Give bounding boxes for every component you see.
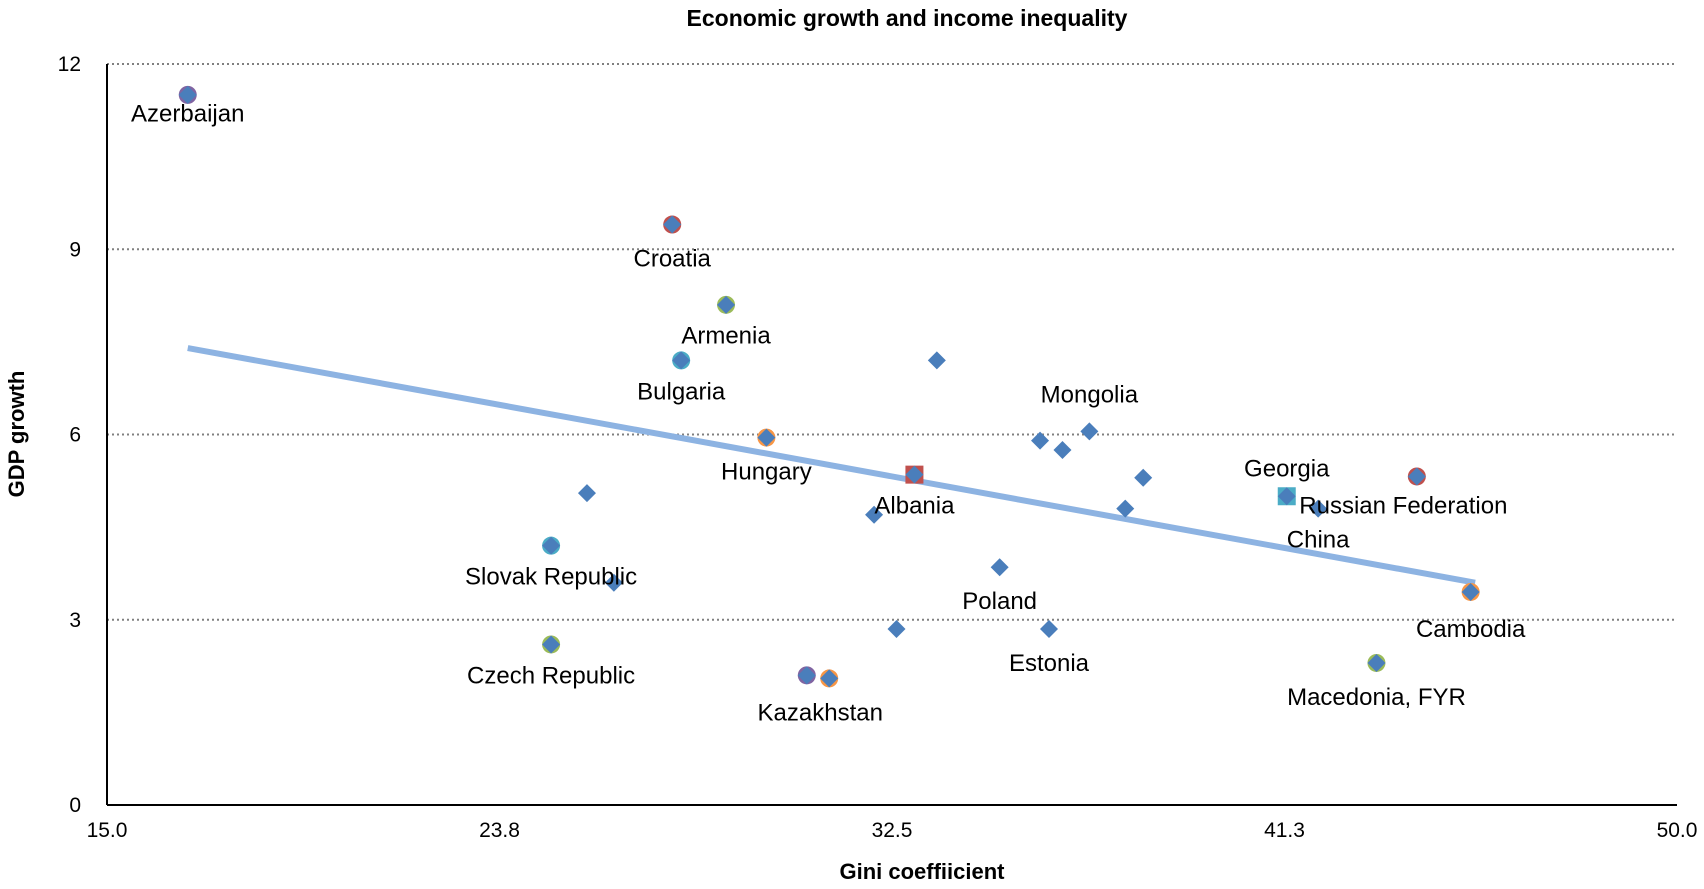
data-point <box>542 635 561 654</box>
diamond-marker <box>797 666 816 685</box>
gridlines <box>107 63 1677 621</box>
data-point <box>1134 468 1153 487</box>
data-point <box>1040 620 1058 639</box>
x-axis-title: Gini coeffiicient <box>839 859 1005 884</box>
point-label: Bulgaria <box>637 378 726 405</box>
x-axis-ticks: 15.0 23.8 32.5 41.3 50.0 <box>87 819 1698 842</box>
data-point <box>1080 422 1099 441</box>
data-point <box>672 351 691 370</box>
diamond-marker <box>990 558 1009 577</box>
data-points <box>178 85 1480 688</box>
y-tick-label: 3 <box>69 609 81 632</box>
data-point <box>757 428 776 447</box>
data-point <box>1407 467 1426 486</box>
x-tick-label: 41.3 <box>1264 819 1305 842</box>
diamond-marker <box>865 505 884 524</box>
data-point <box>865 505 884 524</box>
point-label: Hungary <box>721 459 812 486</box>
data-point <box>797 666 816 685</box>
x-tick-label: 15.0 <box>87 819 128 842</box>
trendline <box>187 345 1476 586</box>
point-label: Kazakhstan <box>758 699 883 726</box>
data-point <box>178 85 197 104</box>
chart-title: Economic growth and income inequality <box>687 5 1128 31</box>
point-label: Cambodia <box>1416 616 1526 643</box>
data-point <box>1461 582 1480 601</box>
diamond-marker <box>604 573 623 592</box>
point-label: Mongolia <box>1041 381 1139 408</box>
diamond-marker <box>1277 487 1296 506</box>
data-point <box>663 215 682 234</box>
data-point <box>1031 431 1050 450</box>
x-tick-label: 32.5 <box>872 819 913 842</box>
data-point <box>905 465 924 484</box>
point-label: Estonia <box>1009 650 1090 677</box>
diamond-marker <box>1309 499 1328 518</box>
data-point <box>1277 487 1296 506</box>
point-label: Armenia <box>681 323 771 350</box>
diamond-marker <box>820 669 839 688</box>
point-labels: Azerbaijan Croatia Armenia Bulgaria Hungary M… <box>131 100 1526 726</box>
data-point <box>990 558 1009 577</box>
diamond-marker <box>672 351 691 370</box>
point-label: Croatia <box>634 246 712 273</box>
point-label: Azerbaijan <box>131 100 244 127</box>
y-tick-label: 9 <box>69 238 81 261</box>
data-point <box>542 536 561 555</box>
diamond-marker <box>178 85 197 104</box>
diamond-marker <box>663 215 682 234</box>
diamond-marker <box>1031 431 1050 450</box>
point-label: Poland <box>962 588 1037 615</box>
y-axis-ticks: 0 3 6 9 12 <box>58 53 81 817</box>
y-tick-label: 12 <box>58 53 81 76</box>
data-point <box>1367 653 1386 672</box>
diamond-marker <box>1040 620 1058 639</box>
diamond-marker <box>542 635 561 654</box>
point-label: Albania <box>874 493 955 520</box>
y-tick-label: 0 <box>69 794 81 817</box>
diamond-marker <box>1080 422 1099 441</box>
point-label: Russian Federation <box>1299 493 1507 520</box>
x-tick-label: 23.8 <box>479 819 520 842</box>
data-point <box>1053 440 1072 459</box>
data-point <box>927 351 946 370</box>
data-point <box>604 573 623 592</box>
diamond-marker <box>1116 499 1135 518</box>
data-point <box>887 620 906 639</box>
point-label: Slovak Republic <box>465 564 637 591</box>
diamond-marker <box>927 351 946 370</box>
data-point <box>820 669 839 688</box>
point-label: Czech Republic <box>467 662 635 689</box>
diamond-marker <box>905 465 924 484</box>
data-point <box>1309 499 1328 518</box>
diamond-marker <box>1461 582 1480 601</box>
data-point <box>1116 499 1135 518</box>
point-label: Macedonia, FYR <box>1287 684 1466 711</box>
diamond-marker <box>1134 468 1153 487</box>
diamond-marker <box>717 295 736 314</box>
point-label: Georgia <box>1244 455 1330 482</box>
data-point <box>717 295 736 314</box>
diamond-marker <box>757 428 776 447</box>
diamond-marker <box>1367 653 1386 672</box>
diamond-marker <box>887 620 906 639</box>
y-axis-title: GDP growth <box>4 371 29 498</box>
diamond-marker <box>1053 440 1072 459</box>
data-point <box>577 484 596 503</box>
y-tick-label: 6 <box>69 424 81 447</box>
diamond-marker <box>542 536 561 555</box>
point-label: China <box>1287 526 1350 553</box>
diamond-marker <box>577 484 596 503</box>
x-tick-label: 50.0 <box>1657 819 1698 842</box>
diamond-marker <box>1407 467 1426 486</box>
